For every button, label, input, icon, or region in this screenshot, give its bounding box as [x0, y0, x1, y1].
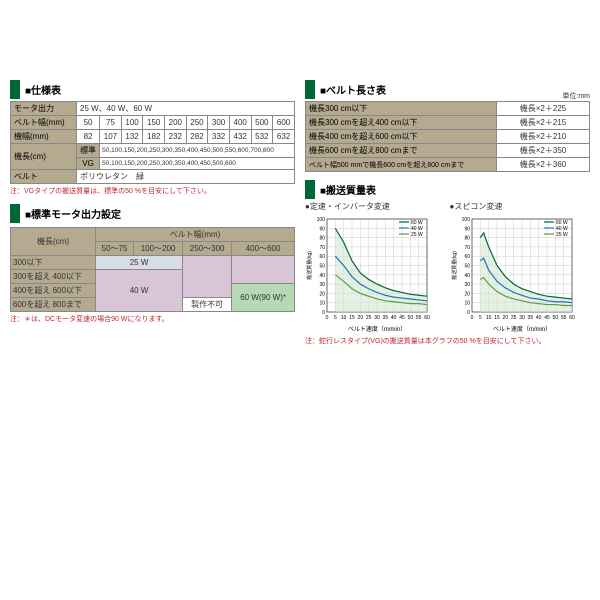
svg-text:60: 60: [569, 315, 575, 321]
svg-text:25: 25: [366, 315, 372, 321]
svg-text:15: 15: [494, 315, 500, 321]
svg-text:搬送質量(kg): 搬送質量(kg): [451, 251, 458, 280]
svg-text:25 W: 25 W: [411, 232, 423, 238]
spec-cell: 25 W、40 W、60 W: [77, 102, 295, 116]
svg-text:30: 30: [319, 282, 325, 288]
svg-text:55: 55: [416, 315, 422, 321]
spec-note: 注：VGタイプの搬送質量は、標準の50 %を目安にして下さい。: [10, 186, 295, 196]
svg-text:100: 100: [317, 217, 326, 223]
svg-text:50: 50: [408, 315, 414, 321]
spec-table: モータ出力25 W、40 W、60 W ベルト幅(mm)507510015020…: [10, 101, 295, 184]
chart-1: ●定速・インバータ変速 0102030405060708090100051015…: [305, 201, 446, 334]
svg-text:60: 60: [319, 254, 325, 260]
svg-text:35: 35: [383, 315, 389, 321]
svg-text:10: 10: [464, 301, 470, 307]
svg-text:55: 55: [560, 315, 566, 321]
svg-text:100: 100: [461, 217, 470, 223]
svg-text:10: 10: [319, 301, 325, 307]
svg-text:35: 35: [527, 315, 533, 321]
svg-text:30: 30: [519, 315, 525, 321]
svg-text:50: 50: [552, 315, 558, 321]
svg-text:80: 80: [319, 236, 325, 242]
svg-text:10: 10: [485, 315, 491, 321]
svg-text:70: 70: [319, 245, 325, 251]
svg-text:40: 40: [391, 315, 397, 321]
chart2-svg: 0102030405060708090100051015202530354045…: [450, 214, 590, 334]
spec-title: ■仕様表: [10, 80, 295, 99]
motor-title: ■標準モータ出力設定: [10, 204, 295, 223]
svg-text:40: 40: [319, 273, 325, 279]
svg-text:0: 0: [326, 315, 329, 321]
svg-text:ベルト速度（m/min）: ベルト速度（m/min）: [492, 325, 550, 333]
svg-text:30: 30: [464, 282, 470, 288]
svg-text:25: 25: [510, 315, 516, 321]
svg-text:60: 60: [464, 254, 470, 260]
mass-title: ■搬送質量表: [305, 180, 590, 199]
svg-text:10: 10: [341, 315, 347, 321]
beltlen-title: ■ベルト長さ表: [305, 80, 562, 99]
svg-text:5: 5: [478, 315, 481, 321]
chart-2: ●スピコン変速 01020304050607080901000510152025…: [450, 201, 591, 334]
svg-text:45: 45: [399, 315, 405, 321]
page: ■仕様表 モータ出力25 W、40 W、60 W ベルト幅(mm)5075100…: [0, 0, 600, 356]
motor-table: 機長(cm)ベルト幅(mm) 50～75100～200250～300400～60…: [10, 227, 295, 312]
svg-text:0: 0: [470, 315, 473, 321]
mass-note: 注：蛇行レスタイプ(VG)の搬送質量は本グラフの50 %を目安にして下さい。: [305, 336, 590, 346]
svg-text:30: 30: [374, 315, 380, 321]
svg-text:搬送質量(kg): 搬送質量(kg): [306, 251, 313, 280]
svg-text:20: 20: [502, 315, 508, 321]
spec-row-label: モータ出力: [11, 102, 77, 116]
svg-text:50: 50: [319, 264, 325, 270]
right-column: ■ベルト長さ表単位:mm 機長300 cm以下機長×2＋225 機長300 cm…: [305, 80, 590, 346]
beltlen-table: 機長300 cm以下機長×2＋225 機長300 cmを超え400 cm以下機長…: [305, 101, 590, 172]
svg-text:20: 20: [319, 291, 325, 297]
svg-text:70: 70: [464, 245, 470, 251]
svg-text:20: 20: [358, 315, 364, 321]
motor-note: 注：＊は、DCモータ変速の場合90 Wになります。: [10, 314, 295, 324]
svg-text:15: 15: [349, 315, 355, 321]
svg-text:45: 45: [544, 315, 550, 321]
left-column: ■仕様表 モータ出力25 W、40 W、60 W ベルト幅(mm)5075100…: [10, 80, 295, 346]
chart1-svg: 0102030405060708090100051015202530354045…: [305, 214, 445, 334]
svg-text:40: 40: [535, 315, 541, 321]
svg-text:ベルト速度（m/min）: ベルト速度（m/min）: [348, 325, 406, 333]
svg-text:40: 40: [464, 273, 470, 279]
svg-text:60: 60: [424, 315, 430, 321]
svg-text:50: 50: [464, 264, 470, 270]
svg-text:5: 5: [334, 315, 337, 321]
svg-text:80: 80: [464, 236, 470, 242]
svg-text:90: 90: [319, 226, 325, 232]
svg-text:90: 90: [464, 226, 470, 232]
svg-text:25 W: 25 W: [556, 232, 568, 238]
charts: ●定速・インバータ変速 0102030405060708090100051015…: [305, 201, 590, 334]
svg-text:20: 20: [464, 291, 470, 297]
